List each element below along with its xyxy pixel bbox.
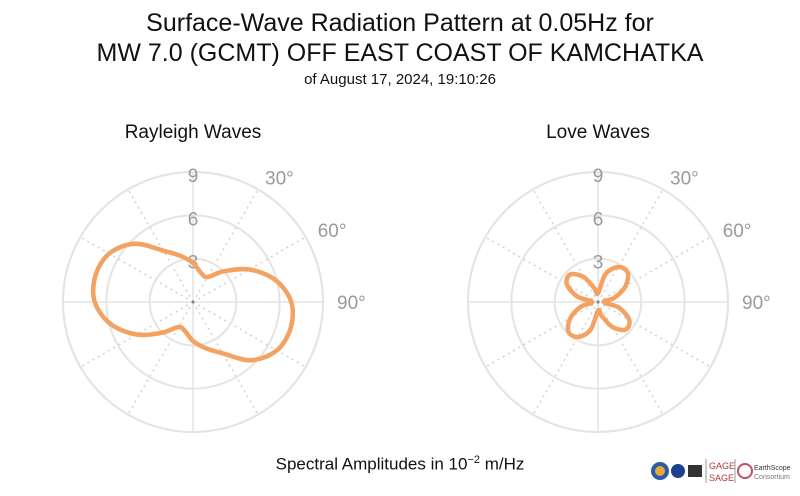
chart-subtitle: of August 17, 2024, 19:10:26 bbox=[304, 71, 496, 88]
chart-2-ring-3 bbox=[553, 257, 643, 347]
chart-1-ring-6 bbox=[105, 214, 281, 390]
sponsor-logos: GAGE SAGE EarthScope Consortium bbox=[651, 459, 791, 483]
chart-2-ring-outer bbox=[467, 171, 729, 433]
chart-1-spoke-30 bbox=[192, 189, 259, 303]
footer-units: Spectral Amplitudes in 10−2 m/Hz bbox=[0, 454, 800, 475]
footer-base: 10 bbox=[448, 454, 468, 474]
footer-unit: m/Hz bbox=[480, 454, 525, 474]
chart-2-angle-label: 90° bbox=[742, 293, 771, 314]
chart-1-center-point bbox=[191, 300, 195, 304]
chart-2-center-point bbox=[596, 300, 600, 304]
chart-2-angle-label: 30° bbox=[670, 168, 699, 189]
chart-1-spoke-330 bbox=[127, 189, 194, 303]
chart-2-angle-label: 60° bbox=[723, 221, 752, 242]
footer-prefix: Spectral Amplitudes in bbox=[275, 454, 449, 474]
chart-1-spoke-300 bbox=[80, 236, 194, 303]
chart-1-angle-label: 30° bbox=[265, 168, 294, 189]
chart-1-angle-label: 60° bbox=[318, 221, 347, 242]
chart-2-ring-6 bbox=[510, 214, 686, 390]
chart-2-spoke-210 bbox=[532, 301, 599, 415]
chart-1-spoke-240 bbox=[80, 301, 194, 368]
earthscope-logo-icon bbox=[737, 463, 753, 479]
sage-logo-text: SAGE bbox=[709, 473, 734, 483]
chart-2-r-tick-label: 3 bbox=[593, 253, 604, 274]
chart-2-spoke-150 bbox=[597, 301, 664, 415]
chart-2-spoke-30 bbox=[597, 189, 664, 303]
nsf-logo-center-icon bbox=[655, 466, 665, 476]
chart-title-line2: MW 7.0 (GCMT) OFF EAST COAST OF KAMCHATK… bbox=[96, 39, 704, 67]
chart-2-spoke-240 bbox=[485, 301, 599, 368]
chart-2-spoke-330 bbox=[532, 189, 599, 303]
chart-title-line1: Surface-Wave Radiation Pattern at 0.05Hz… bbox=[146, 9, 654, 37]
chart-1-radiation-curve bbox=[90, 241, 296, 363]
chart-1-r-tick-label: 9 bbox=[188, 166, 199, 187]
chart-2-r-tick-label: 6 bbox=[593, 209, 604, 230]
chart-2-spoke-60 bbox=[597, 236, 711, 303]
chart-1-spoke-60 bbox=[192, 236, 306, 303]
chart-2-spoke-120 bbox=[597, 301, 711, 368]
consortium-logo-text: Consortium bbox=[754, 474, 790, 481]
title-block: Surface-Wave Radiation Pattern at 0.05Hz… bbox=[0, 8, 800, 90]
earthscope-logo-text: EarthScope bbox=[754, 465, 791, 472]
chart-1-spoke-210 bbox=[127, 301, 194, 415]
chart-2-r-tick-label: 9 bbox=[593, 166, 604, 187]
chart-1-spoke-120 bbox=[192, 301, 306, 368]
gage-logo-text: GAGE bbox=[709, 461, 735, 471]
chart-1-ring-3 bbox=[148, 257, 238, 347]
chart-1-title: Rayleigh Waves bbox=[125, 122, 262, 143]
chart-1-r-tick-label: 6 bbox=[188, 209, 199, 230]
chart-1-spoke-150 bbox=[192, 301, 259, 415]
chart-2-radiation-curve bbox=[564, 264, 632, 340]
chart-2-spoke-300 bbox=[485, 236, 599, 303]
nasa-logo-icon bbox=[671, 464, 685, 478]
usgs-logo-icon bbox=[688, 465, 702, 477]
chart-1-angle-label: 90° bbox=[337, 293, 366, 314]
chart-2-title: Love Waves bbox=[546, 122, 650, 143]
chart-1-ring-outer bbox=[62, 171, 324, 433]
footer-exponent: −2 bbox=[467, 454, 480, 466]
